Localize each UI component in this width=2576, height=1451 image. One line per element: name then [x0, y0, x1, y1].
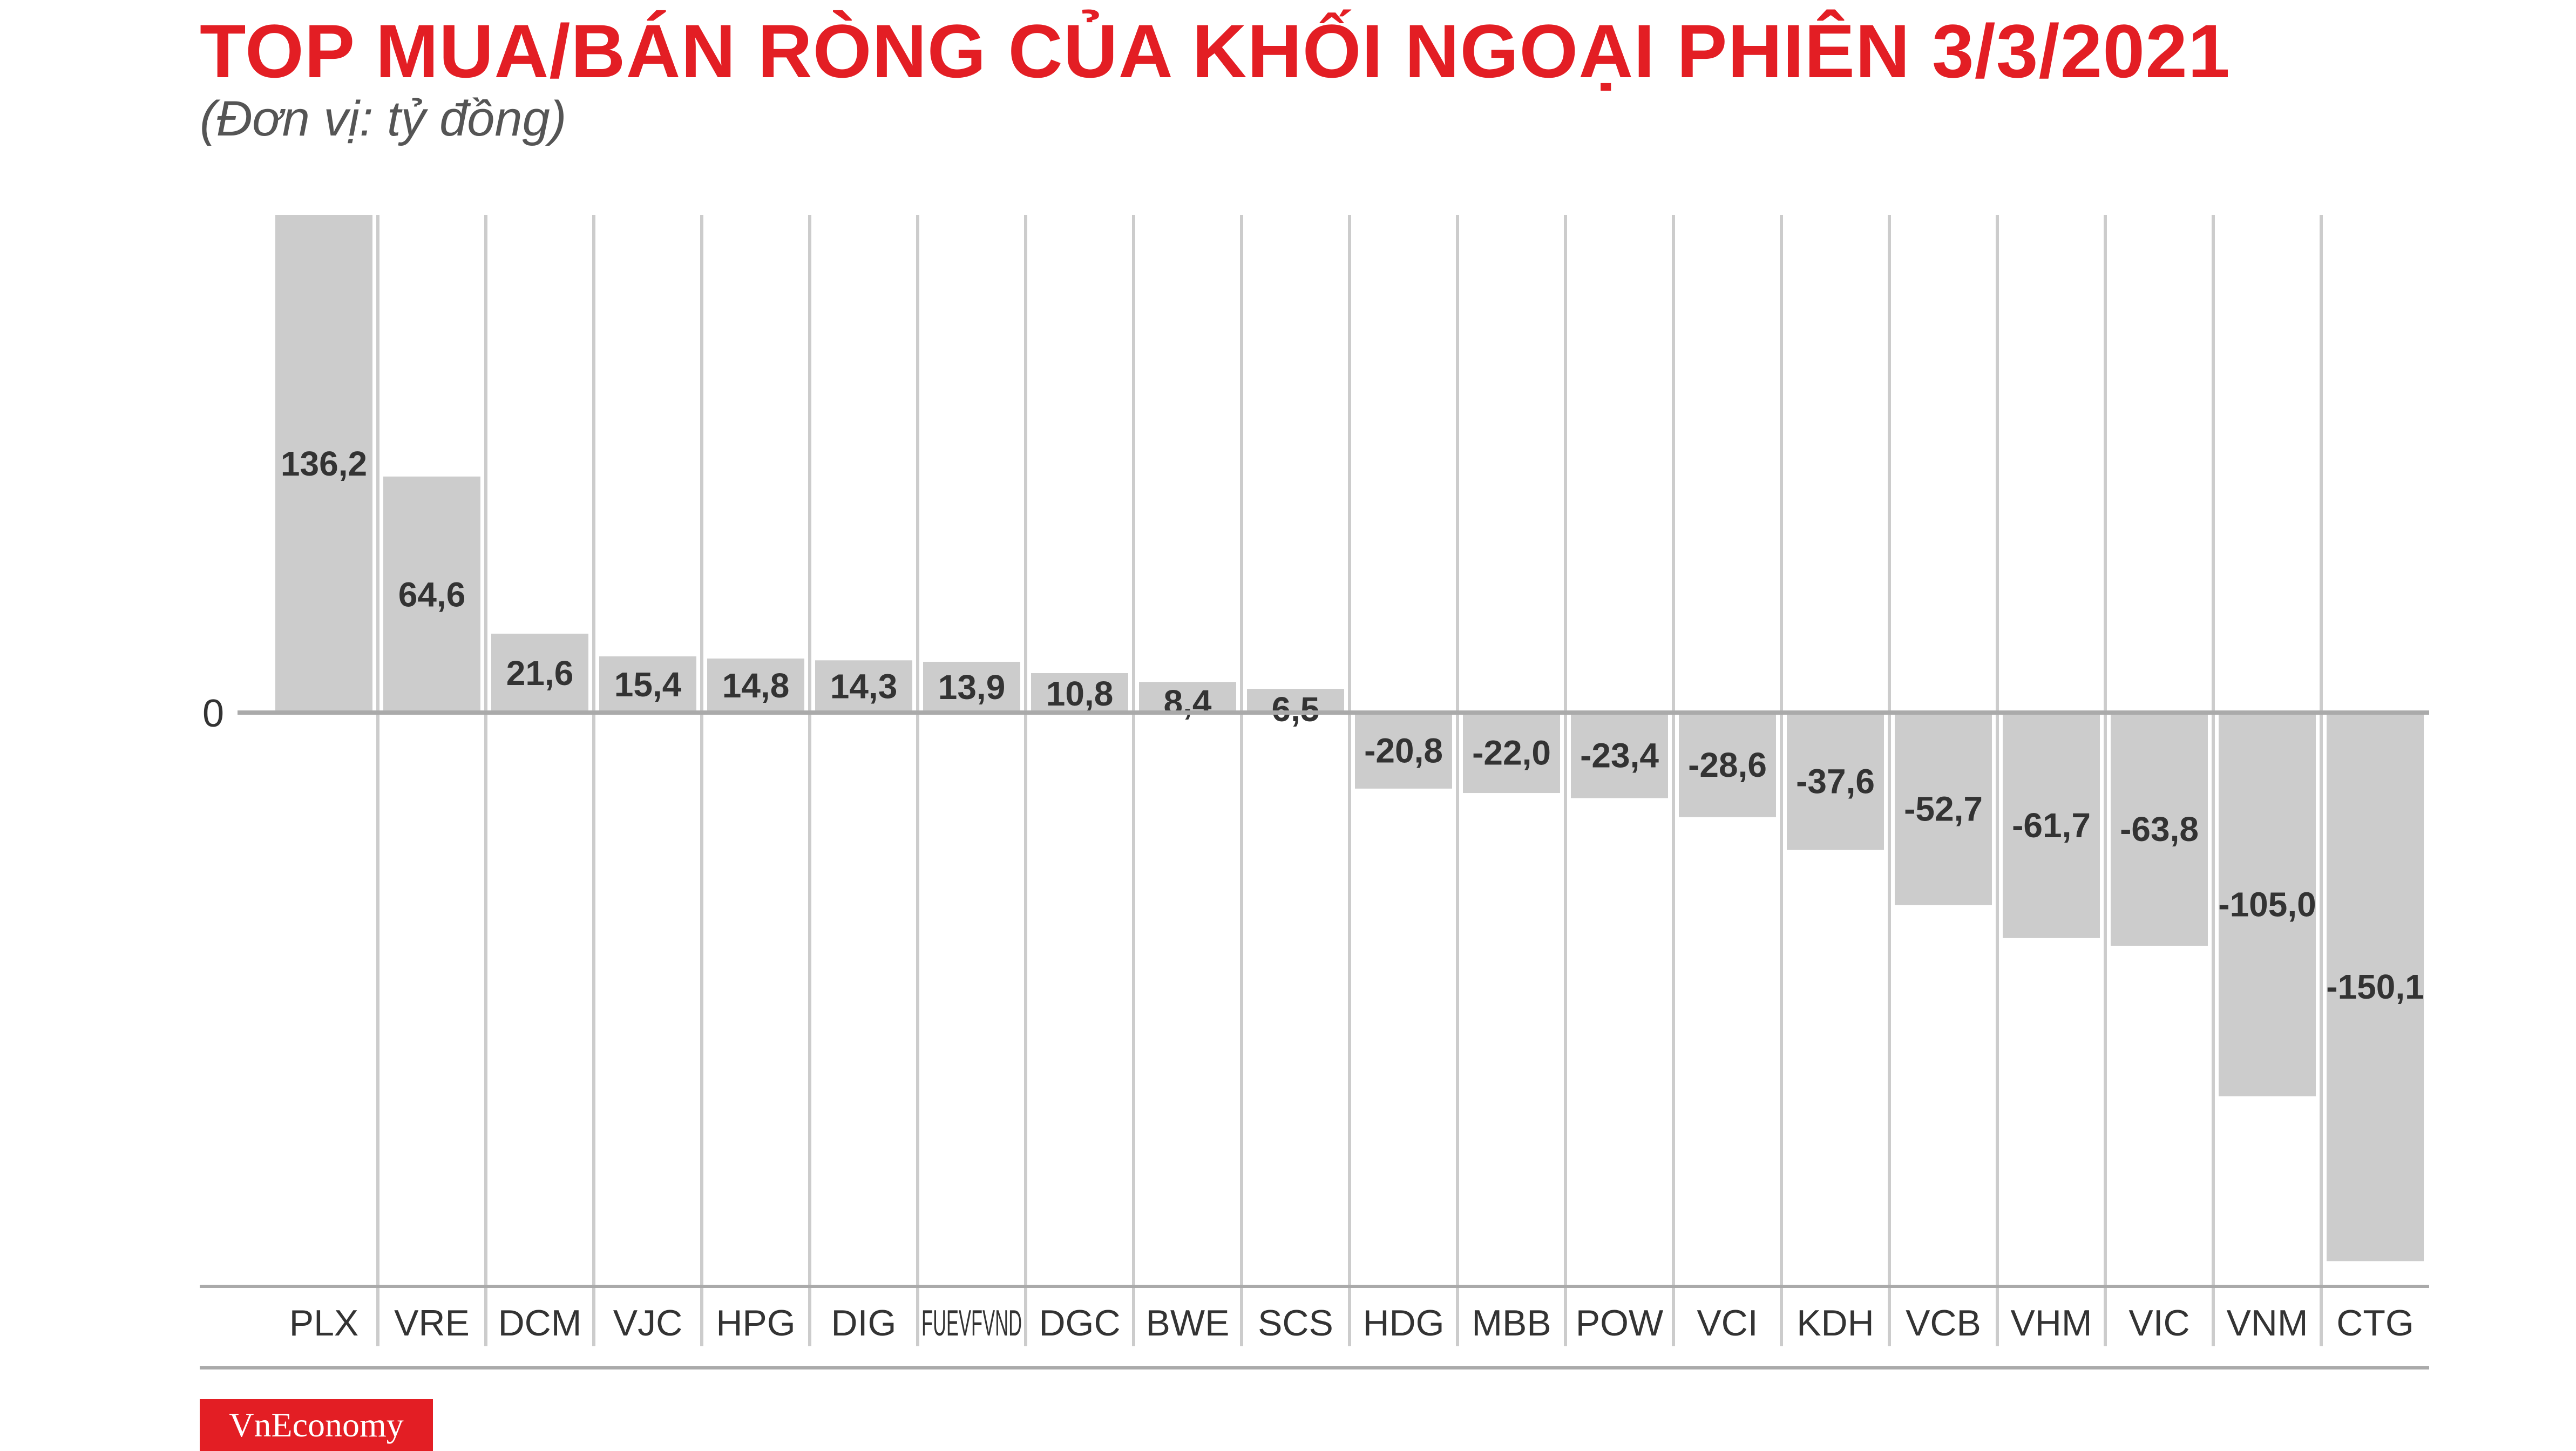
bar-vci: [1679, 713, 1776, 817]
category-label: VJC: [613, 1303, 682, 1344]
bar-bwe: [1139, 682, 1236, 713]
category-label: DCM: [498, 1303, 582, 1344]
bar-dig: [815, 660, 912, 713]
category-label: VCI: [1697, 1303, 1758, 1344]
bar-hpg: [707, 658, 804, 713]
bar-kdh: [1787, 713, 1884, 850]
data-label: -22,0: [1472, 734, 1551, 772]
chart-title: TOP MUA/BÁN RÒNG CỦA KHỐI NGOẠI PHIÊN 3/…: [200, 9, 2231, 93]
bar-vjc: [599, 656, 696, 713]
category-label: FUEVFVND: [921, 1303, 1022, 1344]
data-label: 136,2: [281, 444, 367, 483]
data-label: -105,0: [2218, 885, 2316, 924]
bar-dgc: [1031, 673, 1128, 713]
data-label: 6,5: [1272, 690, 1320, 729]
category-label: VHM: [2010, 1303, 2092, 1344]
category-label: VNM: [2226, 1303, 2308, 1344]
data-label: 8,4: [1164, 683, 1212, 722]
chart-subtitle: (Đơn vị: tỷ đồng): [200, 91, 567, 146]
category-label: PLX: [289, 1303, 359, 1344]
bar-ctg: [2327, 713, 2424, 1262]
bar-pow: [1571, 713, 1668, 798]
bar-vcb: [1895, 713, 1992, 905]
zero-tick-label: 0: [202, 692, 224, 735]
category-label: DGC: [1039, 1303, 1120, 1344]
data-label: -28,6: [1688, 745, 1767, 784]
category-label: HPG: [716, 1303, 795, 1344]
data-label: 64,6: [398, 575, 466, 614]
data-label: -52,7: [1904, 789, 1983, 828]
category-label: BWE: [1146, 1303, 1230, 1344]
category-label: VIC: [2128, 1303, 2189, 1344]
data-label: -61,7: [2012, 806, 2091, 845]
category-label: CTG: [2336, 1303, 2414, 1344]
data-label: -37,6: [1796, 762, 1875, 801]
category-label: HDG: [1362, 1303, 1444, 1344]
category-label: DIG: [831, 1303, 897, 1344]
bar-dcm: [491, 633, 588, 713]
category-label: MBB: [1472, 1303, 1551, 1344]
bar-scs: [1247, 689, 1344, 713]
bar-mbb: [1463, 713, 1560, 794]
bar-plx: [275, 215, 372, 713]
data-label: 14,8: [722, 666, 790, 705]
data-label: 13,9: [938, 668, 1006, 707]
data-label: 14,3: [830, 667, 898, 706]
data-label: 10,8: [1046, 674, 1114, 713]
category-label: SCS: [1258, 1303, 1333, 1344]
data-label: 15,4: [614, 665, 682, 704]
bar-vre: [383, 476, 480, 713]
data-label: -63,8: [2120, 810, 2199, 849]
data-label: 21,6: [506, 654, 574, 693]
bar-vic: [2111, 713, 2208, 946]
category-label: VCB: [1906, 1303, 1981, 1344]
bar-hdg: [1355, 713, 1452, 789]
bar-vnm: [2219, 713, 2316, 1096]
category-label: VRE: [394, 1303, 470, 1344]
data-label: -20,8: [1364, 731, 1443, 770]
bar-vhm: [2003, 713, 2100, 938]
category-label: POW: [1576, 1303, 1663, 1344]
vneconomy-logo: VnEconomy: [200, 1399, 433, 1451]
data-label: -23,4: [1580, 736, 1659, 775]
bar-fuevfvnd: [923, 661, 1020, 713]
category-label: KDH: [1797, 1303, 1874, 1344]
data-label: -150,1: [2326, 967, 2424, 1006]
